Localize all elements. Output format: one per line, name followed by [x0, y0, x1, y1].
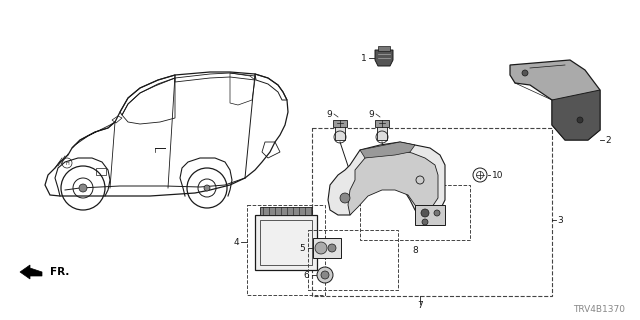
Circle shape [522, 70, 528, 76]
Bar [313, 238, 341, 258]
Polygon shape [375, 50, 393, 66]
Circle shape [317, 267, 333, 283]
Text: 7: 7 [417, 301, 423, 310]
Text: 3: 3 [557, 216, 563, 225]
Bar [360, 185, 470, 240]
Circle shape [434, 210, 440, 216]
Text: 6: 6 [303, 270, 309, 279]
Polygon shape [348, 150, 438, 215]
Bar [333, 120, 347, 127]
Bar [247, 205, 325, 295]
Bar [96, 168, 106, 175]
Bar [260, 220, 312, 265]
Polygon shape [328, 142, 445, 216]
Text: TRV4B1370: TRV4B1370 [573, 306, 625, 315]
Text: 1: 1 [361, 53, 367, 62]
Text: 10: 10 [492, 171, 504, 180]
Circle shape [421, 209, 429, 217]
Text: H: H [65, 161, 69, 165]
Bar [335, 124, 345, 140]
Bar [377, 124, 387, 140]
Circle shape [340, 193, 350, 203]
Circle shape [422, 219, 428, 225]
Bar [308, 230, 398, 290]
Text: 8: 8 [412, 245, 418, 254]
Polygon shape [552, 90, 600, 140]
Circle shape [321, 271, 329, 279]
Polygon shape [20, 265, 42, 279]
Circle shape [577, 117, 583, 123]
Text: FR.: FR. [50, 267, 69, 277]
Text: 4: 4 [234, 237, 239, 246]
Circle shape [79, 184, 87, 192]
Bar [378, 46, 390, 51]
Text: 2: 2 [605, 135, 611, 145]
Circle shape [204, 185, 210, 191]
Bar [312, 128, 552, 296]
Text: 9: 9 [368, 109, 374, 118]
Text: 9: 9 [326, 109, 332, 118]
Circle shape [328, 244, 336, 252]
Text: 5: 5 [300, 244, 305, 252]
Bar [255, 215, 317, 270]
Bar [375, 120, 389, 127]
Polygon shape [260, 207, 312, 215]
Polygon shape [360, 142, 415, 158]
Circle shape [315, 242, 327, 254]
Polygon shape [510, 60, 600, 140]
Polygon shape [415, 205, 445, 225]
